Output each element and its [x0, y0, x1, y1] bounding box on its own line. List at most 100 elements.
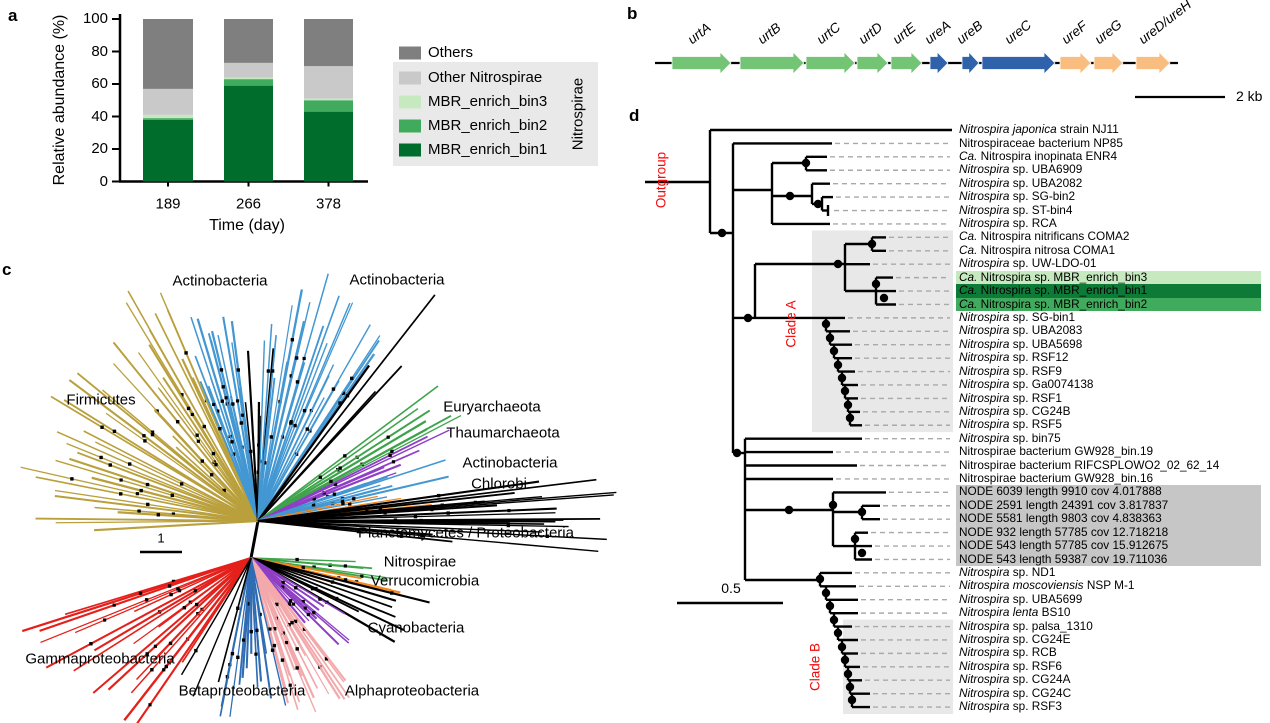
bar-segment: [304, 100, 353, 112]
bar-segment: [304, 98, 353, 101]
taxon-italic-part: Nitrospira: [959, 430, 1010, 445]
taxon-label: Ca. Nitrospira sp. MBR_enrich_bin3: [956, 269, 1261, 285]
support-dot: [867, 239, 877, 249]
taxon-label: Nitrospira moscoviensis NSP M-1: [959, 578, 1135, 593]
taxon-italic-part: Nitrospira: [959, 336, 1010, 351]
bar-segment: [304, 111, 353, 182]
taxon-label: Ca. Nitrospira sp. MBR_enrich_bin2: [956, 297, 1261, 311]
gene-scale-label: 2 kb: [1236, 88, 1263, 104]
legend-swatch: [399, 46, 421, 60]
support-dot: [717, 228, 727, 238]
support-dot: [871, 279, 881, 289]
support-dot: [843, 400, 853, 410]
taxon-italic-part: Nitrospira: [959, 377, 1010, 392]
taxon-label: Nitrospira sp. UBA2082: [959, 175, 1083, 190]
bar-segment: [224, 77, 273, 80]
y-tick-text: 80: [91, 42, 108, 60]
taxon-italic-part: Nitrospira japonica: [959, 122, 1057, 137]
clade-b-label: Clade B: [807, 642, 823, 692]
support-dot: [879, 293, 889, 303]
taxon-label: Nitrospira sp. CG24A: [959, 672, 1071, 687]
gene-arrow-ureC: [981, 51, 1056, 75]
legend-swatch: [399, 119, 421, 133]
support-dot: [785, 191, 795, 201]
legend-label: Others: [428, 44, 474, 61]
legend-box: [393, 62, 598, 166]
taxon-label: Nitrospirae bacterium RIFCSPLOWO2_02_62_…: [959, 457, 1220, 472]
radial-clade-label: Verrucomicrobia: [370, 572, 480, 590]
bar-segment: [224, 79, 273, 86]
support-dot: [843, 669, 853, 679]
taxon-italic-part: Nitrospira: [959, 645, 1010, 660]
taxon-label: Nitrospira sp. CG24B: [959, 403, 1071, 418]
taxon-label: Nitrospira sp. RSF3: [959, 699, 1062, 714]
taxon-label: Nitrospira sp. UBA5698: [959, 336, 1083, 351]
support-dot: [847, 695, 857, 705]
taxon-italic-part: Nitrospira: [959, 417, 1010, 432]
bar-segment: [143, 114, 193, 119]
radial-clade-label: Thaumarchaeota: [446, 424, 560, 442]
taxon-italic-part: Nitrospira: [959, 202, 1010, 217]
radial-clade-label: Actinobacteria: [462, 454, 558, 472]
taxon-italic-part: Nitrospira: [959, 189, 1010, 204]
taxon-label: Nitrospira sp. palsa_1310: [959, 618, 1093, 633]
panel-letter-a: a: [8, 6, 18, 25]
support-dot: [837, 373, 847, 383]
taxon-italic-part: Nitrospira moscoviensis: [959, 578, 1084, 593]
radial-clade-label: Planctomycetes / Proteobacteria: [358, 524, 574, 542]
taxon-italic-part: Nitrospira: [959, 632, 1010, 647]
gene-arrow-urtC: [805, 51, 856, 75]
support-dot: [815, 574, 825, 584]
taxon-italic-part: Nitrospira: [959, 672, 1010, 687]
x-axis-label: Time (day): [209, 217, 285, 234]
x-tick-label: 266: [235, 195, 262, 213]
support-dot: [845, 413, 855, 423]
taxon-italic-part: Nitrospira: [959, 175, 1010, 190]
taxon-label: NODE 2591 length 24391 cov 3.817837: [956, 498, 1261, 513]
taxon-label: Nitrospira sp. UBA5699: [959, 591, 1083, 606]
y-tick-text: 0: [99, 172, 108, 190]
bar-segment: [143, 119, 193, 182]
taxon-italic-part: Ca.: [959, 269, 978, 284]
taxon-italic-part: Nitrospira: [959, 564, 1010, 579]
taxon-label: Nitrospira sp. UW-LDO-01: [959, 256, 1097, 271]
legend-label: MBR_enrich_bin3: [428, 93, 548, 110]
x-tick-label: 378: [315, 195, 342, 213]
panel-d-tree: [645, 128, 953, 714]
gene-arrow-ureA: [929, 51, 949, 75]
bar-segment: [304, 19, 353, 67]
clade-a-label: Clade A: [783, 300, 799, 348]
gene-arrow-ureB: [961, 50, 980, 76]
taxon-label: Nitrospira sp. ND1: [959, 564, 1056, 579]
bar-segment: [143, 88, 193, 115]
bar-segment: [224, 19, 273, 63]
panel-letter-d: d: [629, 106, 640, 125]
taxon-italic-part: Nitrospira: [959, 658, 1010, 673]
support-dot: [850, 534, 860, 544]
taxon-label: Nitrospirae bacterium GW928_bin.16: [959, 471, 1154, 486]
taxon-label: Nitrospira sp. RSF12: [959, 350, 1069, 365]
taxon-label: NODE 932 length 57785 cov 12.718218: [956, 525, 1261, 540]
y-tick-text: 40: [91, 107, 108, 125]
taxon-label: Nitrospira sp. RSF9: [959, 363, 1062, 378]
support-dot: [801, 158, 811, 168]
radial-clade-label: Nitrospirae: [383, 553, 457, 571]
support-dot: [732, 448, 742, 458]
gene-arrow-ureG: [1093, 51, 1124, 75]
gene-arrow-urtA: [671, 51, 732, 75]
support-dot: [743, 313, 753, 323]
taxon-italic-part: Ca.: [959, 229, 978, 244]
taxon-label: NODE 543 length 57785 cov 15.912675: [956, 538, 1261, 553]
taxon-label: Nitrospira sp. CG24C: [959, 685, 1072, 700]
radial-clade-label: Actinobacteria: [172, 272, 268, 290]
legend-group-label: Nitrospirae: [569, 77, 587, 151]
radial-clade-label: Alphaproteobacteria: [344, 682, 480, 700]
taxon-label: Nitrospira sp. RSF6: [959, 658, 1062, 673]
radial-clade-label: Cyanobacteria: [367, 619, 465, 637]
support-dot: [813, 199, 823, 209]
taxon-italic-part: Nitrospira: [959, 699, 1010, 714]
taxon-italic-part: Nitrospira: [959, 591, 1010, 606]
leader-lines: [830, 142, 950, 708]
legend-swatch: [399, 95, 421, 109]
